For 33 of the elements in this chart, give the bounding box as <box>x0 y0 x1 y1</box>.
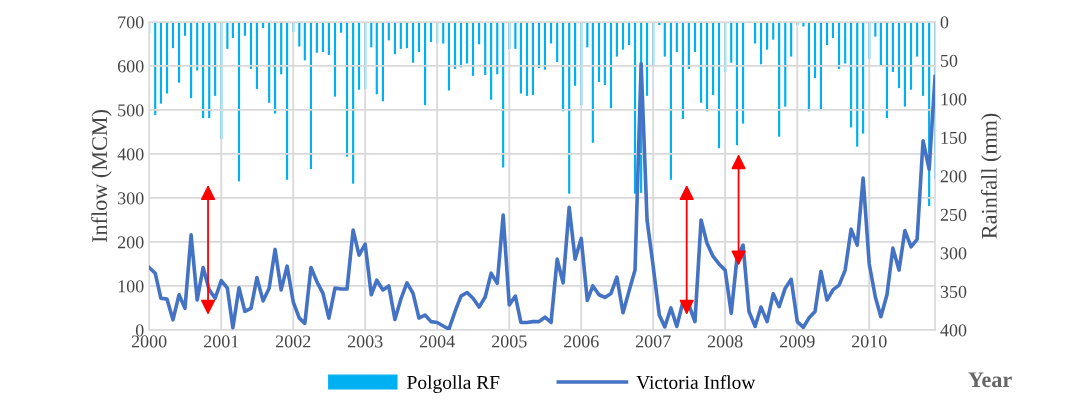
y-tick-label: 600 <box>117 60 144 73</box>
y-tick-label: 400 <box>117 148 144 161</box>
x-tick-label: 2007 <box>635 335 671 348</box>
y-tick-label: 300 <box>118 192 144 205</box>
x-tick-label: 2006 <box>563 335 599 348</box>
x-tick-label: 2004 <box>419 335 455 348</box>
y2-tick-label: 350 <box>940 285 967 298</box>
legend-label: Victoria Inflow <box>636 375 756 390</box>
y-tick-label: 100 <box>118 280 144 293</box>
y2-tick-label: 200 <box>940 170 967 183</box>
legend-label: Polgolla RF <box>407 375 500 393</box>
y-tick-label: 200 <box>117 236 144 249</box>
y2-tick-label: 50 <box>940 54 958 67</box>
x-tick-label: 2009 <box>780 335 815 348</box>
x-tick-label: 2002 <box>275 335 311 348</box>
y2-axis-title: Rainfall (mm) <box>980 113 1002 239</box>
y2-tick-label: 100 <box>941 93 967 106</box>
y2-tick-label: 250 <box>940 208 967 221</box>
x-tick-label: 2010 <box>851 335 887 348</box>
x-axis-title: Year <box>968 372 1012 388</box>
x-tick-label: 2001 <box>203 335 239 348</box>
y-tick-label: 700 <box>118 16 144 29</box>
y2-tick-label: 150 <box>941 131 967 144</box>
y2-tick-label: 400 <box>940 324 967 337</box>
x-tick-label: 2000 <box>131 335 167 348</box>
y-tick-label: 500 <box>118 104 144 117</box>
y-axis-title: Inflow (MCM) <box>91 109 112 243</box>
y2-tick-label: 0 <box>940 16 949 29</box>
x-tick-label: 2008 <box>707 335 743 348</box>
x-tick-label: 2005 <box>492 335 527 348</box>
y2-tick-label: 300 <box>940 247 967 260</box>
y-tick-label: 0 <box>135 324 144 337</box>
x-tick-label: 2003 <box>347 335 383 348</box>
